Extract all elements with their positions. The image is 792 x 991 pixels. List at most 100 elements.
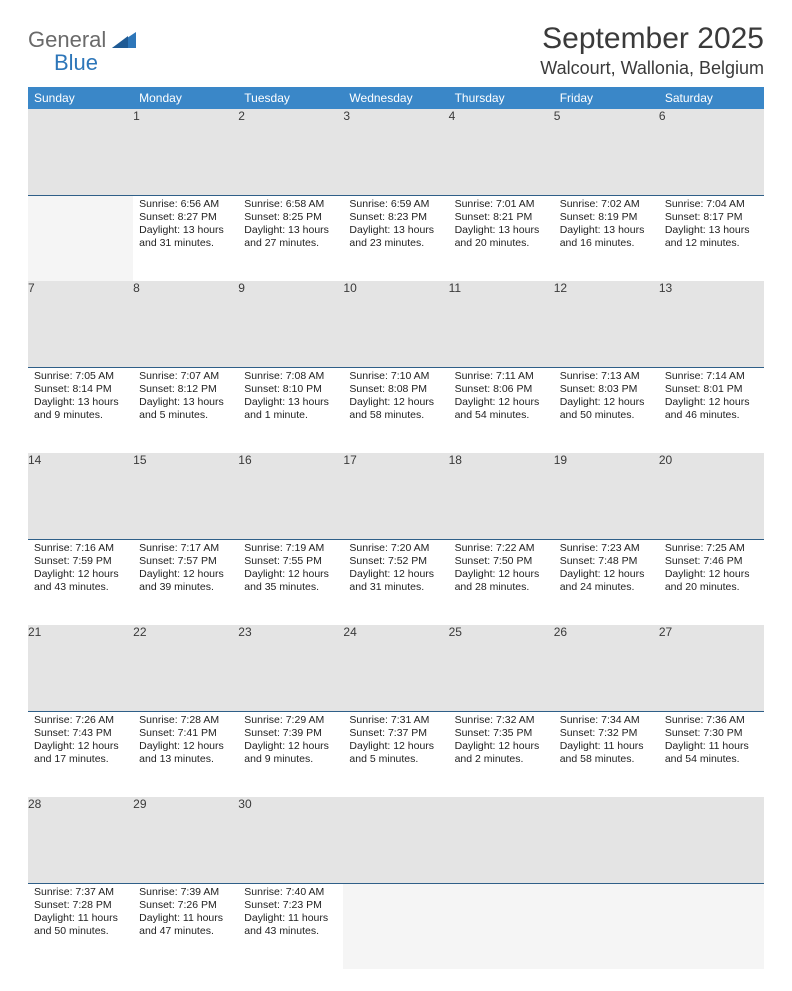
day-cell: Sunrise: 7:10 AMSunset: 8:08 PMDaylight:… bbox=[343, 367, 448, 453]
day-cell: Sunrise: 7:20 AMSunset: 7:52 PMDaylight:… bbox=[343, 539, 448, 625]
day-cell: Sunrise: 6:56 AMSunset: 8:27 PMDaylight:… bbox=[133, 195, 238, 281]
day-number-cell: 25 bbox=[449, 625, 554, 711]
day-entry: Sunrise: 7:01 AMSunset: 8:21 PMDaylight:… bbox=[449, 196, 554, 251]
day-cell bbox=[28, 195, 133, 281]
day-entry: Sunrise: 7:10 AMSunset: 8:08 PMDaylight:… bbox=[343, 368, 448, 423]
day-number-cell bbox=[659, 797, 764, 883]
day-number-cell: 16 bbox=[238, 453, 343, 539]
day-entry: Sunrise: 7:14 AMSunset: 8:01 PMDaylight:… bbox=[659, 368, 764, 423]
day-cell: Sunrise: 7:29 AMSunset: 7:39 PMDaylight:… bbox=[238, 711, 343, 797]
day-number-cell: 13 bbox=[659, 281, 764, 367]
day-entry: Sunrise: 6:59 AMSunset: 8:23 PMDaylight:… bbox=[343, 196, 448, 251]
day-number-cell: 20 bbox=[659, 453, 764, 539]
day-cell: Sunrise: 7:22 AMSunset: 7:50 PMDaylight:… bbox=[449, 539, 554, 625]
day-number-cell: 7 bbox=[28, 281, 133, 367]
day-entry: Sunrise: 7:32 AMSunset: 7:35 PMDaylight:… bbox=[449, 712, 554, 767]
day-cell: Sunrise: 7:14 AMSunset: 8:01 PMDaylight:… bbox=[659, 367, 764, 453]
day-entry: Sunrise: 7:11 AMSunset: 8:06 PMDaylight:… bbox=[449, 368, 554, 423]
day-cell: Sunrise: 7:26 AMSunset: 7:43 PMDaylight:… bbox=[28, 711, 133, 797]
day-cell bbox=[343, 883, 448, 969]
day-number-cell: 1 bbox=[133, 109, 238, 195]
day-number-cell: 24 bbox=[343, 625, 448, 711]
day-cell: Sunrise: 7:36 AMSunset: 7:30 PMDaylight:… bbox=[659, 711, 764, 797]
day-cell: Sunrise: 7:04 AMSunset: 8:17 PMDaylight:… bbox=[659, 195, 764, 281]
day-entry: Sunrise: 7:28 AMSunset: 7:41 PMDaylight:… bbox=[133, 712, 238, 767]
weekday-header: Sunday bbox=[28, 87, 133, 109]
day-number-cell: 19 bbox=[554, 453, 659, 539]
day-entry: Sunrise: 7:02 AMSunset: 8:19 PMDaylight:… bbox=[554, 196, 659, 251]
day-cell bbox=[449, 883, 554, 969]
calendar-header-row: SundayMondayTuesdayWednesdayThursdayFrid… bbox=[28, 87, 764, 109]
day-number-cell: 21 bbox=[28, 625, 133, 711]
weekday-header: Monday bbox=[133, 87, 238, 109]
day-number-cell: 29 bbox=[133, 797, 238, 883]
day-cell: Sunrise: 7:13 AMSunset: 8:03 PMDaylight:… bbox=[554, 367, 659, 453]
day-cell: Sunrise: 7:23 AMSunset: 7:48 PMDaylight:… bbox=[554, 539, 659, 625]
weekday-header: Wednesday bbox=[343, 87, 448, 109]
day-entry: Sunrise: 6:58 AMSunset: 8:25 PMDaylight:… bbox=[238, 196, 343, 251]
day-number-cell: 26 bbox=[554, 625, 659, 711]
day-entry: Sunrise: 6:56 AMSunset: 8:27 PMDaylight:… bbox=[133, 196, 238, 251]
month-title: September 2025 bbox=[540, 22, 764, 56]
day-entry: Sunrise: 7:23 AMSunset: 7:48 PMDaylight:… bbox=[554, 540, 659, 595]
day-number-cell: 3 bbox=[343, 109, 448, 195]
day-cell: Sunrise: 7:16 AMSunset: 7:59 PMDaylight:… bbox=[28, 539, 133, 625]
day-cell bbox=[659, 883, 764, 969]
day-entry: Sunrise: 7:31 AMSunset: 7:37 PMDaylight:… bbox=[343, 712, 448, 767]
day-entry: Sunrise: 7:04 AMSunset: 8:17 PMDaylight:… bbox=[659, 196, 764, 251]
triangle-icon bbox=[112, 30, 138, 50]
day-number-cell: 27 bbox=[659, 625, 764, 711]
calendar-table: SundayMondayTuesdayWednesdayThursdayFrid… bbox=[28, 87, 764, 969]
weekday-header: Saturday bbox=[659, 87, 764, 109]
day-number-cell: 12 bbox=[554, 281, 659, 367]
day-cell: Sunrise: 7:17 AMSunset: 7:57 PMDaylight:… bbox=[133, 539, 238, 625]
location-text: Walcourt, Wallonia, Belgium bbox=[540, 58, 764, 79]
day-number-cell: 2 bbox=[238, 109, 343, 195]
day-cell: Sunrise: 7:08 AMSunset: 8:10 PMDaylight:… bbox=[238, 367, 343, 453]
day-number-cell: 9 bbox=[238, 281, 343, 367]
day-entry: Sunrise: 7:07 AMSunset: 8:12 PMDaylight:… bbox=[133, 368, 238, 423]
day-number-cell: 15 bbox=[133, 453, 238, 539]
day-cell: Sunrise: 7:32 AMSunset: 7:35 PMDaylight:… bbox=[449, 711, 554, 797]
day-entry: Sunrise: 7:39 AMSunset: 7:26 PMDaylight:… bbox=[133, 884, 238, 939]
day-cell: Sunrise: 6:58 AMSunset: 8:25 PMDaylight:… bbox=[238, 195, 343, 281]
day-entry: Sunrise: 7:37 AMSunset: 7:28 PMDaylight:… bbox=[28, 884, 133, 939]
day-cell: Sunrise: 7:11 AMSunset: 8:06 PMDaylight:… bbox=[449, 367, 554, 453]
day-cell: Sunrise: 7:37 AMSunset: 7:28 PMDaylight:… bbox=[28, 883, 133, 969]
day-number-cell: 11 bbox=[449, 281, 554, 367]
day-entry: Sunrise: 7:16 AMSunset: 7:59 PMDaylight:… bbox=[28, 540, 133, 595]
day-number-cell bbox=[343, 797, 448, 883]
day-number-cell: 14 bbox=[28, 453, 133, 539]
calendar-page: General Blue September 2025 Walcourt, Wa… bbox=[0, 0, 792, 991]
day-number-cell: 10 bbox=[343, 281, 448, 367]
day-cell: Sunrise: 7:25 AMSunset: 7:46 PMDaylight:… bbox=[659, 539, 764, 625]
day-cell: Sunrise: 7:05 AMSunset: 8:14 PMDaylight:… bbox=[28, 367, 133, 453]
day-cell: Sunrise: 7:02 AMSunset: 8:19 PMDaylight:… bbox=[554, 195, 659, 281]
day-number-cell: 8 bbox=[133, 281, 238, 367]
day-entry: Sunrise: 7:05 AMSunset: 8:14 PMDaylight:… bbox=[28, 368, 133, 423]
day-entry: Sunrise: 7:22 AMSunset: 7:50 PMDaylight:… bbox=[449, 540, 554, 595]
day-cell: Sunrise: 7:34 AMSunset: 7:32 PMDaylight:… bbox=[554, 711, 659, 797]
weekday-header: Tuesday bbox=[238, 87, 343, 109]
weekday-header: Thursday bbox=[449, 87, 554, 109]
title-block: September 2025 Walcourt, Wallonia, Belgi… bbox=[540, 22, 764, 79]
day-entry: Sunrise: 7:17 AMSunset: 7:57 PMDaylight:… bbox=[133, 540, 238, 595]
day-entry: Sunrise: 7:36 AMSunset: 7:30 PMDaylight:… bbox=[659, 712, 764, 767]
day-entry: Sunrise: 7:34 AMSunset: 7:32 PMDaylight:… bbox=[554, 712, 659, 767]
day-number-cell: 23 bbox=[238, 625, 343, 711]
brand-text: General Blue bbox=[28, 28, 106, 74]
day-cell: Sunrise: 7:39 AMSunset: 7:26 PMDaylight:… bbox=[133, 883, 238, 969]
day-entry: Sunrise: 7:29 AMSunset: 7:39 PMDaylight:… bbox=[238, 712, 343, 767]
day-number-cell: 18 bbox=[449, 453, 554, 539]
header: General Blue September 2025 Walcourt, Wa… bbox=[28, 22, 764, 79]
day-cell: Sunrise: 7:28 AMSunset: 7:41 PMDaylight:… bbox=[133, 711, 238, 797]
weekday-header: Friday bbox=[554, 87, 659, 109]
day-number-cell bbox=[554, 797, 659, 883]
brand-word-2: Blue bbox=[28, 51, 106, 74]
day-entry: Sunrise: 7:20 AMSunset: 7:52 PMDaylight:… bbox=[343, 540, 448, 595]
day-number-cell: 4 bbox=[449, 109, 554, 195]
day-number-cell: 30 bbox=[238, 797, 343, 883]
day-entry: Sunrise: 7:13 AMSunset: 8:03 PMDaylight:… bbox=[554, 368, 659, 423]
day-entry: Sunrise: 7:26 AMSunset: 7:43 PMDaylight:… bbox=[28, 712, 133, 767]
day-cell: Sunrise: 7:01 AMSunset: 8:21 PMDaylight:… bbox=[449, 195, 554, 281]
